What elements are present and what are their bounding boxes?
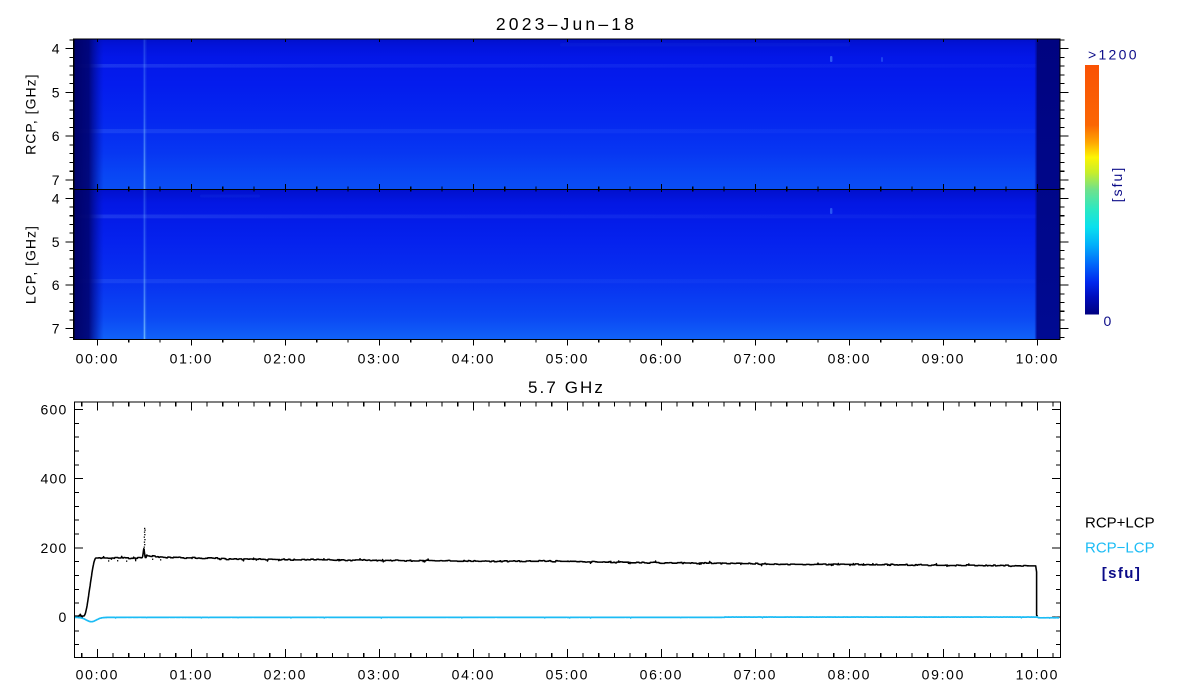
svg-text:08:00: 08:00 <box>828 667 872 683</box>
svg-text:00:00: 00:00 <box>76 667 120 683</box>
svg-text:01:00: 01:00 <box>170 351 214 367</box>
svg-text:04:00: 04:00 <box>452 351 496 367</box>
svg-text:2023–Jun–18: 2023–Jun–18 <box>496 14 637 34</box>
svg-text:10:00: 10:00 <box>1016 351 1060 367</box>
svg-text:09:00: 09:00 <box>922 667 966 683</box>
svg-text:04:00: 04:00 <box>452 667 496 683</box>
svg-text:02:00: 02:00 <box>264 667 308 683</box>
svg-text:10:00: 10:00 <box>1016 667 1060 683</box>
svg-text:05:00: 05:00 <box>546 351 590 367</box>
svg-text:09:00: 09:00 <box>922 351 966 367</box>
svg-text:0: 0 <box>59 609 68 625</box>
svg-text:5: 5 <box>52 84 60 100</box>
svg-text:5: 5 <box>52 234 60 250</box>
svg-text:[sfu]: [sfu] <box>1102 565 1142 582</box>
svg-text:6: 6 <box>52 128 60 144</box>
svg-text:4: 4 <box>52 190 60 206</box>
svg-text:07:00: 07:00 <box>734 351 778 367</box>
svg-text:07:00: 07:00 <box>734 667 778 683</box>
svg-text:03:00: 03:00 <box>358 351 402 367</box>
svg-text:7: 7 <box>52 172 60 188</box>
svg-text:5.7 GHz: 5.7 GHz <box>528 378 605 397</box>
svg-text:RCP+LCP: RCP+LCP <box>1085 515 1155 532</box>
svg-text:03:00: 03:00 <box>358 667 402 683</box>
svg-text:>1200: >1200 <box>1088 47 1139 63</box>
svg-text:LCP, [GHz]: LCP, [GHz] <box>23 225 39 304</box>
svg-text:600: 600 <box>41 402 68 418</box>
svg-text:05:00: 05:00 <box>546 667 590 683</box>
svg-text:01:00: 01:00 <box>170 667 214 683</box>
svg-text:7: 7 <box>52 321 60 337</box>
svg-text:RCP, [GHz]: RCP, [GHz] <box>23 74 39 155</box>
svg-text:400: 400 <box>41 471 68 487</box>
svg-text:06:00: 06:00 <box>640 351 684 367</box>
svg-text:02:00: 02:00 <box>264 351 308 367</box>
svg-text:0: 0 <box>1104 313 1112 329</box>
svg-text:08:00: 08:00 <box>828 351 872 367</box>
svg-text:6: 6 <box>52 277 60 293</box>
svg-text:200: 200 <box>41 540 68 556</box>
svg-text:06:00: 06:00 <box>640 667 684 683</box>
svg-text:00:00: 00:00 <box>76 351 120 367</box>
svg-text:4: 4 <box>52 41 60 57</box>
svg-text:[sfu]: [sfu] <box>1109 166 1125 202</box>
svg-text:RCP−LCP: RCP−LCP <box>1085 539 1155 556</box>
